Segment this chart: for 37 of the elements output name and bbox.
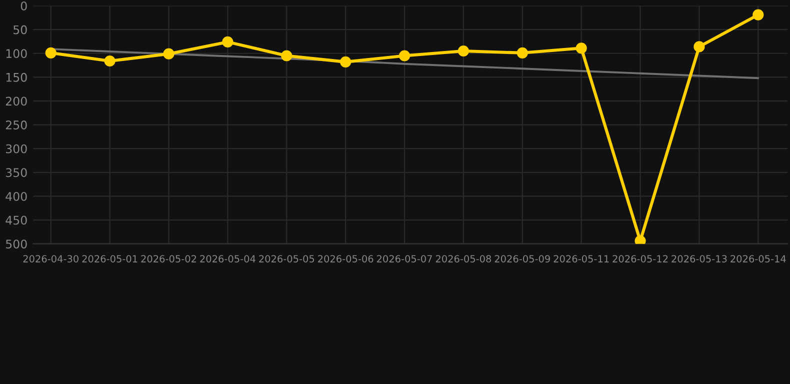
point [222, 36, 234, 48]
x-tick-label: 2026-05-02 [141, 255, 196, 262]
point [576, 42, 587, 54]
x-tick-label: 2026-05-09 [494, 255, 550, 262]
point [634, 235, 646, 244]
point [398, 50, 410, 62]
y-tick-label: 250 [6, 120, 27, 130]
x-tick-label: 2026-05-13 [672, 255, 727, 262]
y-tick-label: 300 [6, 144, 27, 154]
x-tick-label: 2026-05-06 [318, 255, 374, 262]
point [752, 9, 764, 20]
y-tick-label: 450 [6, 216, 27, 225]
x-tick-label: 2026-05-05 [259, 255, 314, 262]
point [45, 47, 56, 58]
x-tick-label: 2026-05-07 [376, 255, 432, 262]
point [340, 56, 352, 68]
point [694, 41, 705, 52]
point [281, 50, 292, 62]
x-tick-label: 2026-05-01 [82, 255, 138, 262]
y-tick-label: 150 [6, 72, 27, 82]
x-tick-label: 2026-05-12 [612, 255, 668, 262]
x-tick-label: 2026-05-14 [730, 255, 786, 262]
point [458, 45, 470, 57]
x-tick-label: 2026-05-08 [436, 255, 492, 262]
y-tick-label: 0 [20, 1, 27, 10]
point [104, 55, 116, 67]
x-tick-label: 2026-05-11 [554, 255, 609, 262]
y-tick-label: 100 [6, 49, 27, 58]
y-tick-label: 200 [6, 96, 27, 106]
x-tick-label: 2026-04-30 [23, 255, 78, 262]
y-tick-label: 50 [14, 25, 27, 34]
y-tick-label: 500 [6, 240, 27, 248]
y-tick-label: 350 [6, 168, 27, 178]
point [163, 48, 174, 60]
y-tick-label: 400 [6, 192, 27, 201]
x-tick-label: 2026-05-04 [200, 255, 256, 262]
point [516, 47, 528, 58]
